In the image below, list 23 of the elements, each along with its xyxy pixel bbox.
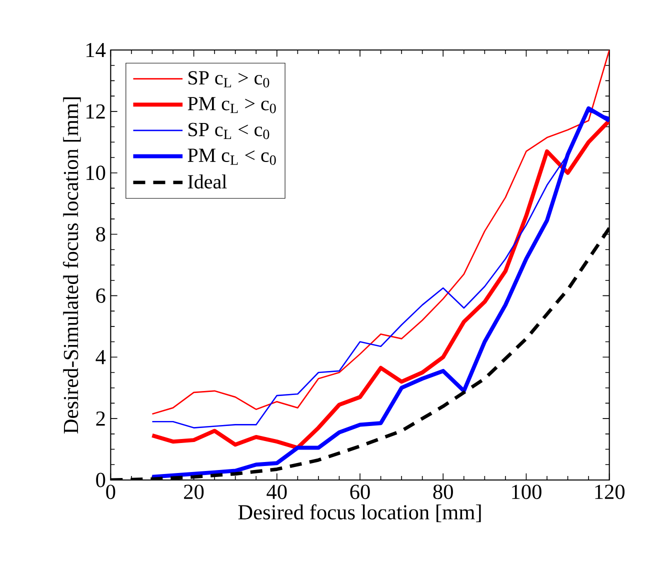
y-tick-label: 2 <box>96 411 105 426</box>
y-tick-label: 6 <box>96 288 106 303</box>
x-tick-label: 20 <box>184 484 204 499</box>
y-tick-label: 12 <box>86 104 105 118</box>
y-tick-label: 10 <box>86 166 106 180</box>
legend-label: SP c$_{L}$ > c$_{0}$ <box>188 71 270 88</box>
x-axis-title: Desired focus location [mm] <box>238 504 481 522</box>
legend-label: PM c$_{L}$ < c$_{0}$ <box>188 148 276 165</box>
x-tick-label: 100 <box>512 484 542 499</box>
x-tick-label: 40 <box>266 484 287 499</box>
x-tick-label: 120 <box>595 484 625 499</box>
x-tick-label: 0 <box>106 484 116 499</box>
line-series <box>152 50 610 414</box>
y-tick-label: 14 <box>86 42 106 57</box>
x-tick-label: 80 <box>433 484 453 499</box>
y-tick-label: 4 <box>96 350 106 364</box>
x-tick-label: 60 <box>350 484 370 499</box>
legend-label: Ideal <box>188 174 227 188</box>
legend-label: PM c$_{L}$ > c$_{0}$ <box>188 96 276 114</box>
legend-label: SP c$_{L}$ < c$_{0}$ <box>188 122 270 139</box>
y-tick-label: 8 <box>96 226 106 242</box>
y-axis-title: Desired-Simulated focus location [mm] <box>62 97 81 434</box>
y-tick-label: 0 <box>96 472 106 488</box>
